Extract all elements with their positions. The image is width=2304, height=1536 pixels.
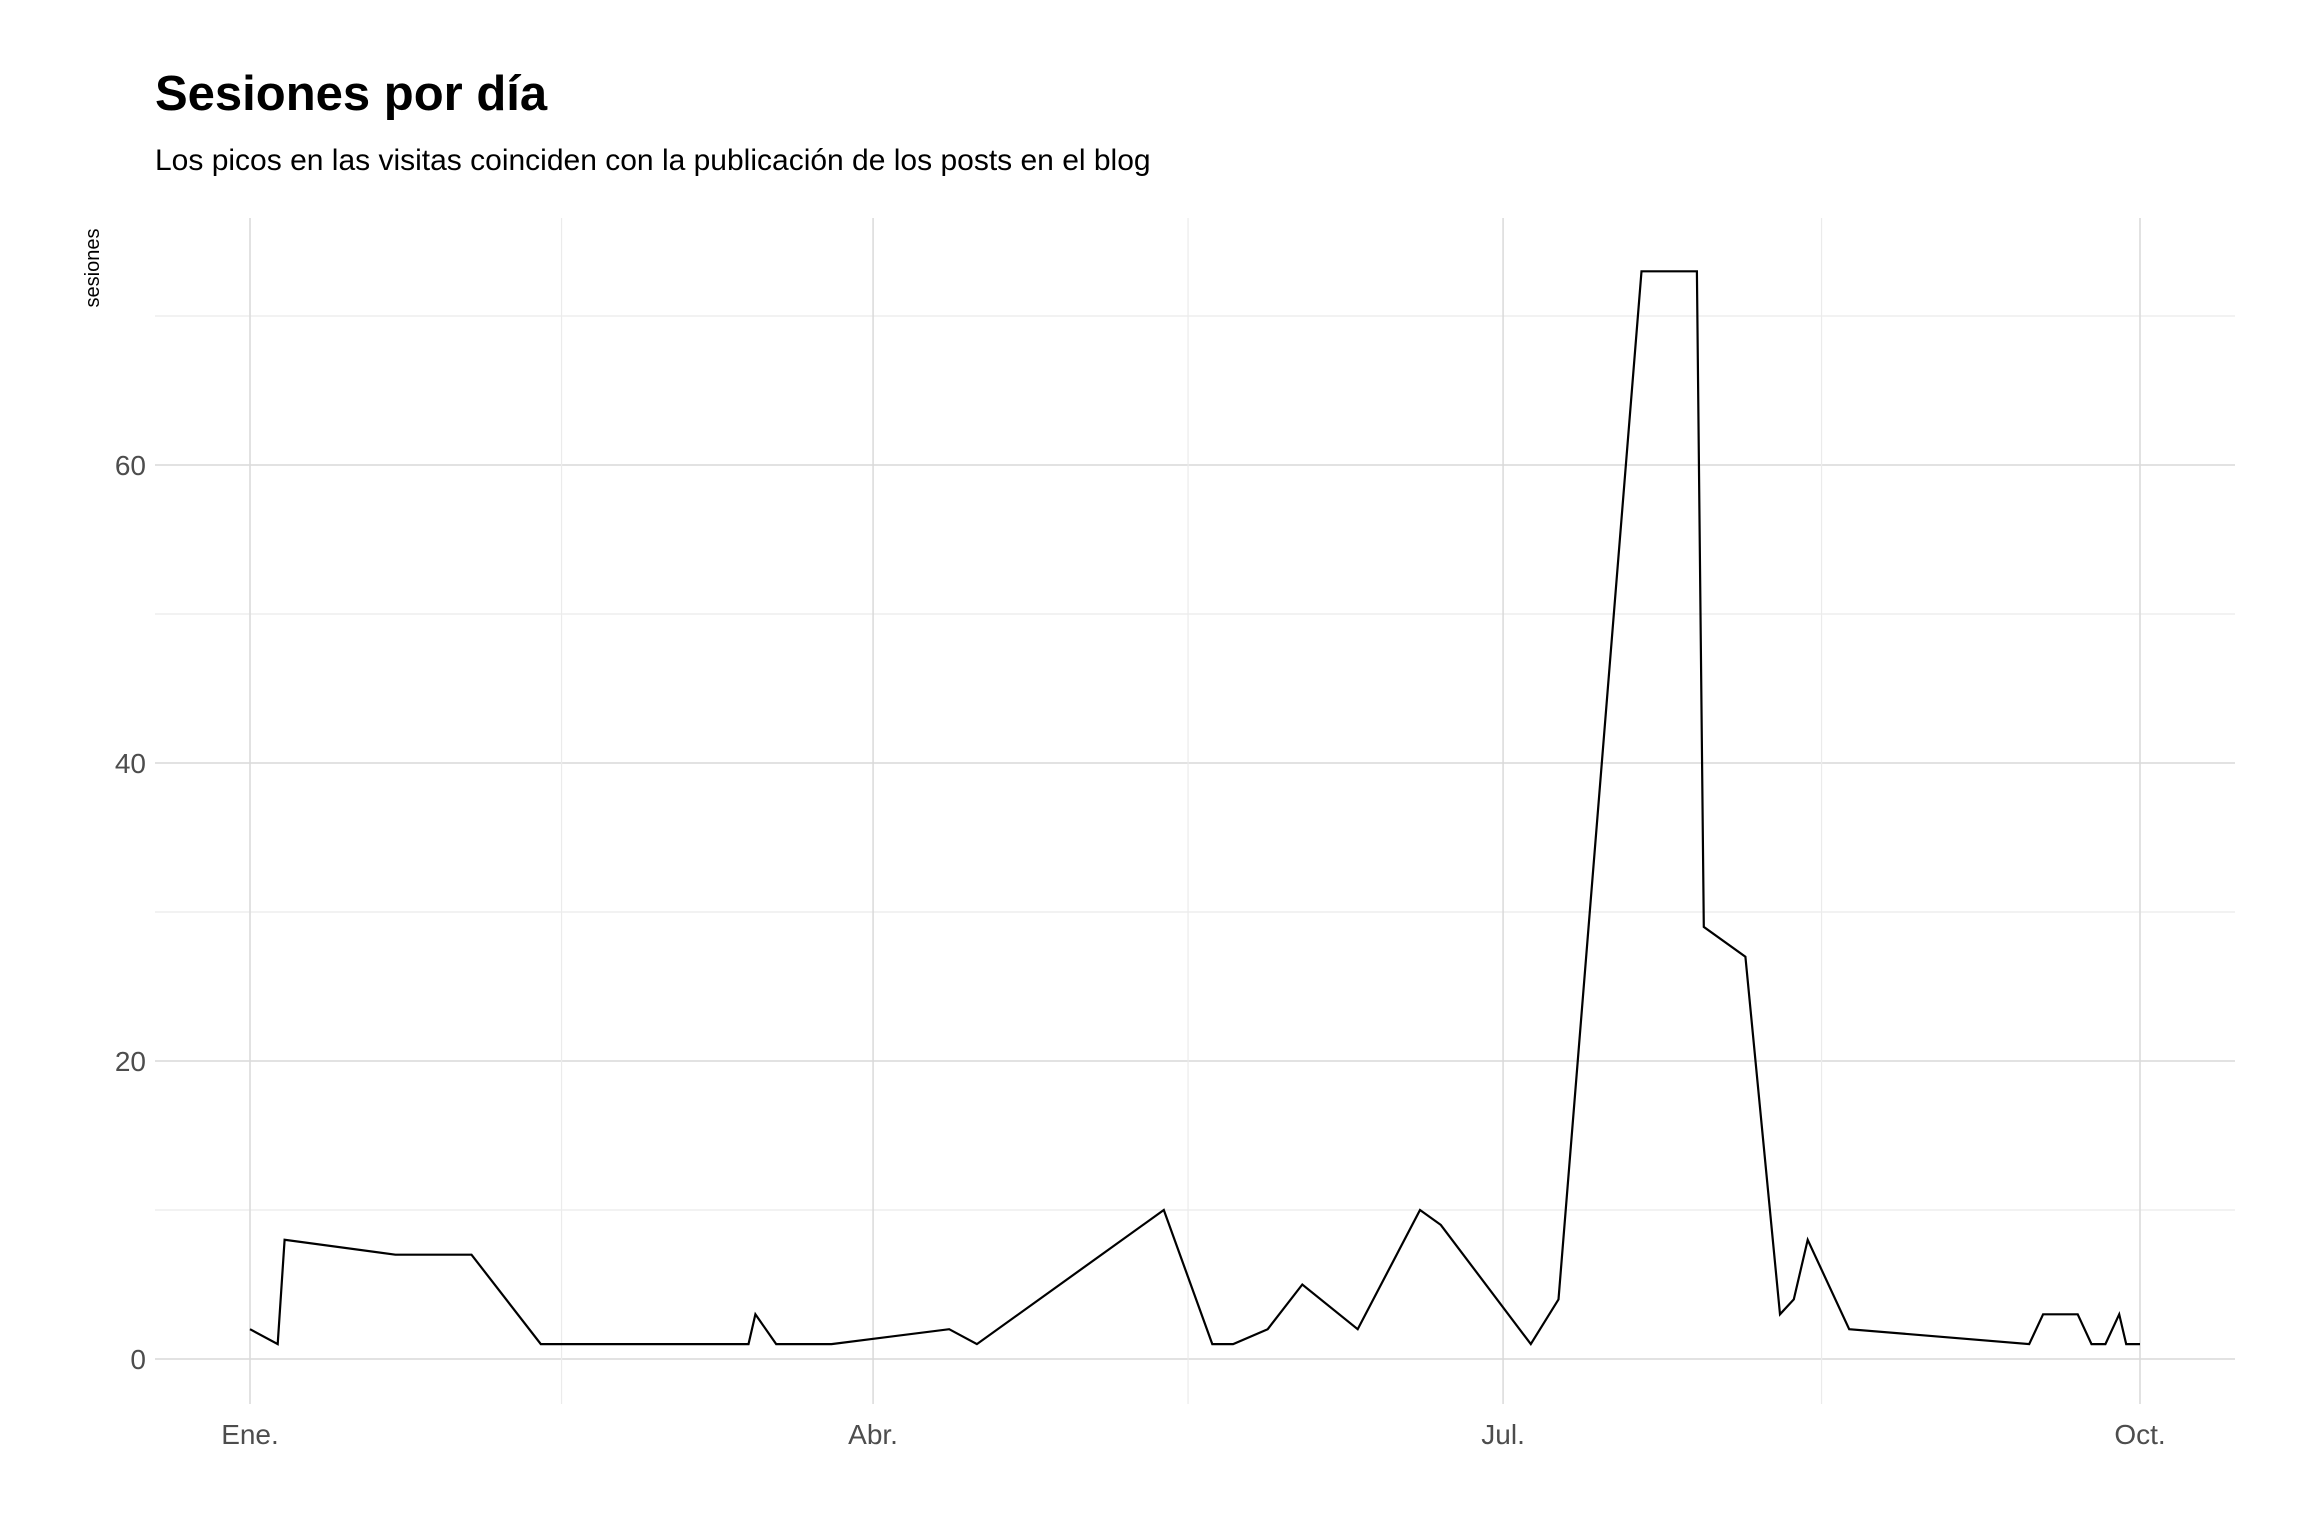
y-axis-ticks: 0 20 40 60	[115, 450, 146, 1375]
chart-subtitle: Los picos en las visitas coinciden con l…	[155, 144, 1151, 177]
series-group	[249, 270, 2140, 1347]
chart-title: Sesiones por día	[155, 67, 548, 121]
x-tick-label: Abr.	[848, 1419, 898, 1450]
series-line	[249, 270, 2140, 1347]
y-tick-label: 60	[115, 450, 146, 481]
x-tick-label: Oct.	[2114, 1419, 2165, 1450]
x-tick-label: Ene.	[221, 1419, 279, 1450]
y-tick-label: 20	[115, 1046, 146, 1077]
x-tick-label: Jul.	[1481, 1419, 1525, 1450]
y-tick-label: 40	[115, 748, 146, 779]
y-tick-label: 0	[130, 1344, 146, 1375]
y-axis-title: sesiones	[82, 229, 104, 308]
grid-lines	[155, 218, 2235, 1404]
x-axis-ticks: Ene. Abr. Jul. Oct.	[221, 1419, 2165, 1450]
